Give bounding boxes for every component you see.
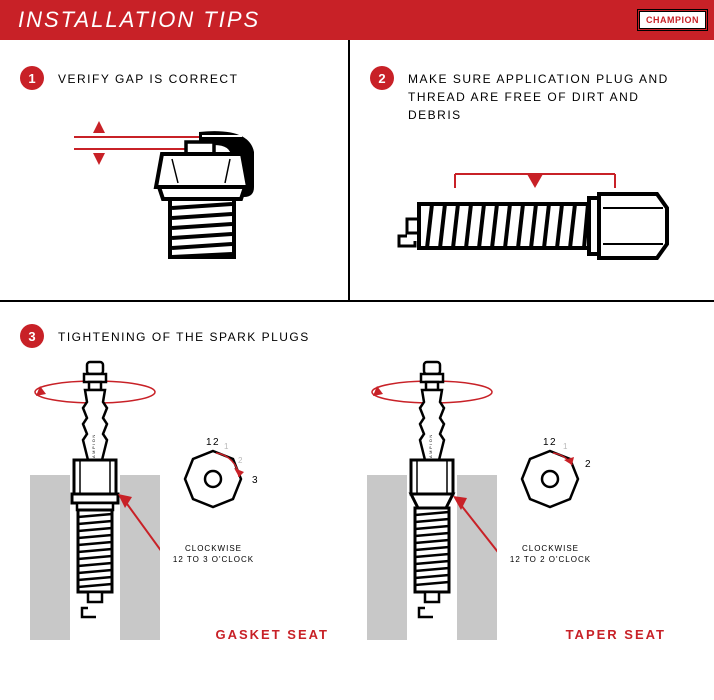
step-1-head: 1 Verify gap is correct (20, 66, 328, 90)
gap-diagram (20, 102, 328, 272)
step-3-text: Tightening of the spark plugs (58, 324, 310, 346)
step-1-bullet: 1 (20, 66, 44, 90)
gasket-clock-line-1: CLOCKWISE (166, 543, 261, 554)
gasket-clock-line-2: 12 TO 3 O'CLOCK (166, 554, 261, 565)
step-3-head: 3 Tightening of the spark plugs (20, 324, 694, 348)
svg-text:1: 1 (563, 442, 569, 451)
svg-text:1: 1 (224, 442, 230, 451)
gasket-plug-svg: CHAMPION (30, 360, 160, 640)
step-2-bullet: 2 (370, 66, 394, 90)
panel-clean-thread: 2 Make sure application plug and thread … (350, 40, 714, 300)
taper-seat-label: TAPER SEAT (566, 627, 666, 642)
champion-logo: CHAMPION (639, 11, 706, 29)
header-title: INSTALLATION TIPS (18, 7, 260, 33)
step-2-text: Make sure application plug and thread ar… (408, 66, 694, 124)
plug-taper: CHAMPION (357, 360, 694, 640)
step-3-bullet: 3 (20, 324, 44, 348)
gasket-clock: 12 1 2 3 CLOCKWISE 12 TO 3 O'CLOCK (166, 435, 261, 565)
taper-plug-svg: CHAMPION (367, 360, 497, 640)
taper-clock-svg: 12 1 2 (503, 435, 598, 530)
plugs-row: CHAMPION (20, 360, 694, 640)
plug-gasket: CHAMPION (20, 360, 357, 640)
svg-text:2: 2 (238, 456, 244, 465)
step-2-head: 2 Make sure application plug and thread … (370, 66, 694, 124)
svg-text:2: 2 (585, 459, 592, 470)
header-bar: INSTALLATION TIPS CHAMPION (0, 0, 714, 40)
step-1-text: Verify gap is correct (58, 66, 238, 88)
taper-clock: 12 1 2 CLOCKWISE 12 TO 2 O'CLOCK (503, 435, 598, 565)
svg-text:12: 12 (206, 437, 220, 448)
taper-clock-label: CLOCKWISE 12 TO 2 O'CLOCK (503, 543, 598, 565)
svg-text:3: 3 (252, 475, 259, 486)
gap-svg (44, 107, 304, 267)
gasket-clock-svg: 12 1 2 3 (166, 435, 261, 530)
panel-verify-gap: 1 Verify gap is correct (0, 40, 350, 300)
bottom-section: 3 Tightening of the spark plugs (0, 302, 714, 662)
gasket-seat-label: GASKET SEAT (216, 627, 330, 642)
thread-diagram (370, 136, 694, 306)
gasket-plug-illustration: CHAMPION (30, 360, 160, 640)
taper-clock-line-2: 12 TO 2 O'CLOCK (503, 554, 598, 565)
thread-svg (377, 146, 687, 296)
taper-plug-illustration: CHAMPION (367, 360, 497, 640)
svg-text:12: 12 (543, 437, 557, 448)
top-section: 1 Verify gap is correct (0, 40, 714, 302)
gasket-clock-label: CLOCKWISE 12 TO 3 O'CLOCK (166, 543, 261, 565)
taper-clock-line-1: CLOCKWISE (503, 543, 598, 554)
